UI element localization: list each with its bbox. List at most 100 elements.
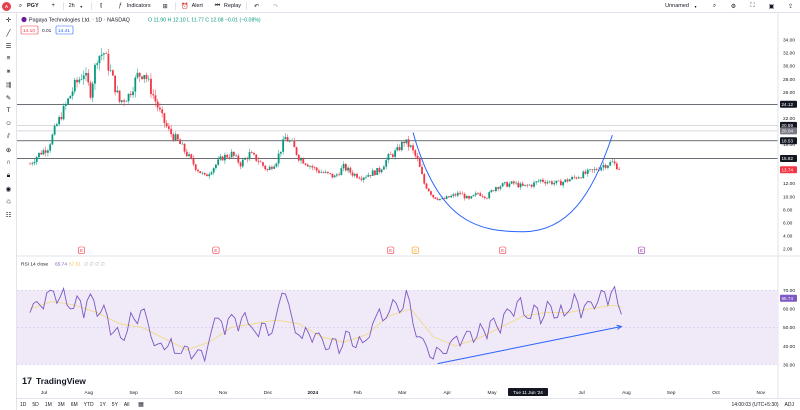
time-tick-label: Sep [129,390,138,396]
candle-body [91,83,94,98]
candle-body [226,154,229,158]
undo-button[interactable]: ↶ [247,0,266,13]
range-1m[interactable]: 1M [44,401,52,408]
horizontal-lines-icon[interactable]: ☰ [5,42,12,50]
candle-body [488,192,491,199]
price-label-box [780,154,797,162]
candle-body [409,145,412,147]
calendar-icon[interactable]: ▦ [138,402,144,408]
magnet-icon[interactable]: ∩ [6,159,11,166]
fullscreen-button[interactable]: ⛶ [743,0,762,13]
pattern-icon[interactable]: ⨳ [6,67,11,75]
candle-body [430,191,432,195]
candle-body [264,165,267,170]
trend-line-icon[interactable]: ╱ [6,29,11,37]
event-marker [212,246,220,254]
candle-body [194,164,197,170]
candle-body [474,193,477,196]
candle-body [31,163,34,164]
ohlc-values: O 11.90 H 12.10 L 11.77 C 12.08 −0.01 (−… [148,18,261,24]
emoji-icon[interactable]: ☺ [5,120,12,127]
candle-body [385,160,388,167]
candle-body [201,172,204,174]
layout-menu[interactable]: Unnamed ▾ [660,0,705,13]
text-icon[interactable]: T [6,107,11,114]
range-3m[interactable]: 3M [57,401,65,408]
fib-retracement-icon[interactable]: ≡ [6,55,11,62]
event-marker [387,246,395,254]
object-tree-icon[interactable]: ☷ [5,211,12,219]
quick-search-button[interactable]: ⌕ [705,0,724,13]
candle-body [423,174,426,184]
candle-body [503,182,506,184]
snapshot-button[interactable]: ▣ [762,0,781,13]
range-5y[interactable]: 5Y [111,401,118,408]
add-symbol-button[interactable]: + [44,0,63,13]
range-1y[interactable]: 1Y [99,401,106,408]
alert-button[interactable]: ⏰ Alert [176,0,208,13]
indicators-button[interactable]: ƒ Indicators [111,0,156,13]
rsi-grid [17,290,778,365]
candle-body [98,55,101,64]
chart-type-button[interactable]: ⫾ [92,0,111,13]
chevron-down-icon: ▾ [80,3,83,9]
lock-icon[interactable]: 🔒︎ [6,171,11,179]
candle-body [344,164,347,171]
range-5d[interactable]: 5D [32,401,39,408]
redo-button[interactable]: ↷ [266,0,285,13]
candle-body [42,150,45,155]
adj-toggle[interactable]: ADJ [784,401,794,408]
replay-icon: ⏮ [214,2,221,9]
candle-body [279,151,282,154]
candle-body [94,64,96,84]
candle-body [215,164,217,169]
replay-button[interactable]: ⏮ Replay [208,0,246,13]
clock-time[interactable]: 14:00:03 (UTC+5:30) [731,401,779,408]
event-marker-label: G [414,248,418,253]
price-tick-label: 6.00 [783,220,793,226]
crosshair-icon[interactable]: ✛ [5,16,12,24]
candle-body [607,165,609,168]
prediction-icon[interactable]: ⇶ [5,81,12,89]
candle-body [371,170,374,176]
candle-body [277,153,280,164]
candle-body [197,169,199,172]
publish-button[interactable]: ⇪ [781,0,800,13]
candle-body [132,91,134,96]
price-tick-label: 8.00 [783,207,793,213]
time-tick-label: Jul [41,390,47,396]
settings-button[interactable]: ⚙ [724,0,743,13]
candle-body [271,166,273,169]
templates-button[interactable]: ⊞ [156,0,175,13]
candle-body [179,139,181,145]
sell-box[interactable] [20,25,39,35]
interval-button[interactable]: 2h ▾ [64,0,91,13]
visibility-icon[interactable]: ◉ [5,185,12,193]
candle-body [259,161,262,163]
candle-body [456,192,459,196]
price-label-box [780,127,797,135]
symbol-search[interactable]: ⌕ PGY [11,0,44,13]
user-avatar[interactable]: A [2,1,11,11]
candle-body [454,194,457,196]
price-axis: 34.00 32.00 30.00 28.00 26.00 22.00 20.00 18.00… [777,13,795,398]
brush-icon[interactable]: ✎ [5,94,12,102]
candle-body [103,53,105,55]
indicators-label: Indicators [126,3,151,9]
range-1d[interactable]: 1D [20,401,27,408]
ruler-icon[interactable]: ⫽ [7,132,10,140]
range-6m[interactable]: 6M [70,401,78,408]
candle-body [192,158,195,165]
rsi-line [29,285,622,363]
interval-label: 2h [68,3,75,9]
trash-icon[interactable]: ♲ [5,198,12,206]
range-all[interactable]: All [123,401,130,408]
range-ytd[interactable]: YTD [83,401,94,408]
candle-body [515,182,517,184]
candle-body [367,175,370,177]
zoom-in-icon[interactable]: ⊕ [5,146,12,154]
rsi-tick-label: 50.00 [783,325,795,331]
buy-box[interactable] [55,25,74,35]
